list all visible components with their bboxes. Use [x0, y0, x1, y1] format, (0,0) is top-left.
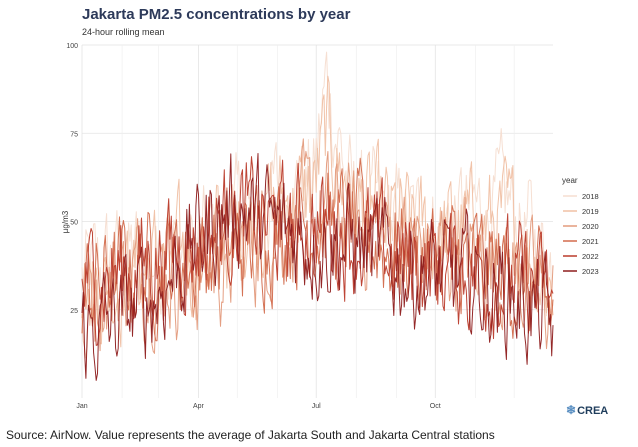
chart-subtitle: 24-hour rolling mean	[82, 27, 165, 37]
y-axis-label: µg/m3	[61, 210, 70, 233]
legend-title: year	[562, 176, 578, 185]
legend: year 2018 2019 2020 2021 2022 2023	[562, 176, 599, 276]
x-tick-label: Jan	[76, 403, 87, 410]
series-layer	[81, 51, 554, 381]
chart-title: Jakarta PM2.5 concentrations by year	[82, 6, 351, 23]
y-tick-label: 25	[70, 308, 78, 315]
y-tick-label: 50	[70, 220, 78, 227]
y-tick-label: 100	[66, 43, 78, 50]
series-line-2023	[81, 153, 554, 381]
axis-layer: 25 50 75 100 Jan Apr Jul Oct	[66, 43, 440, 410]
source-note: Source: AirNow. Value represents the ave…	[6, 428, 495, 442]
legend-label-2020: 2020	[582, 222, 599, 231]
x-tick-label: Apr	[193, 403, 205, 410]
crea-logo-icon: ❄	[566, 403, 577, 417]
crea-logo: ❄CREA	[566, 403, 608, 417]
legend-label-2018: 2018	[582, 192, 599, 201]
legend-label-2023: 2023	[582, 267, 599, 276]
x-tick-label: Oct	[430, 403, 441, 410]
y-tick-label: 75	[70, 131, 78, 138]
legend-label-2021: 2021	[582, 237, 599, 246]
legend-label-2022: 2022	[582, 252, 599, 261]
crea-logo-text: CREA	[577, 405, 609, 417]
legend-label-2019: 2019	[582, 207, 599, 216]
x-tick-label: Jul	[312, 403, 321, 410]
series-line-2021	[81, 157, 554, 342]
